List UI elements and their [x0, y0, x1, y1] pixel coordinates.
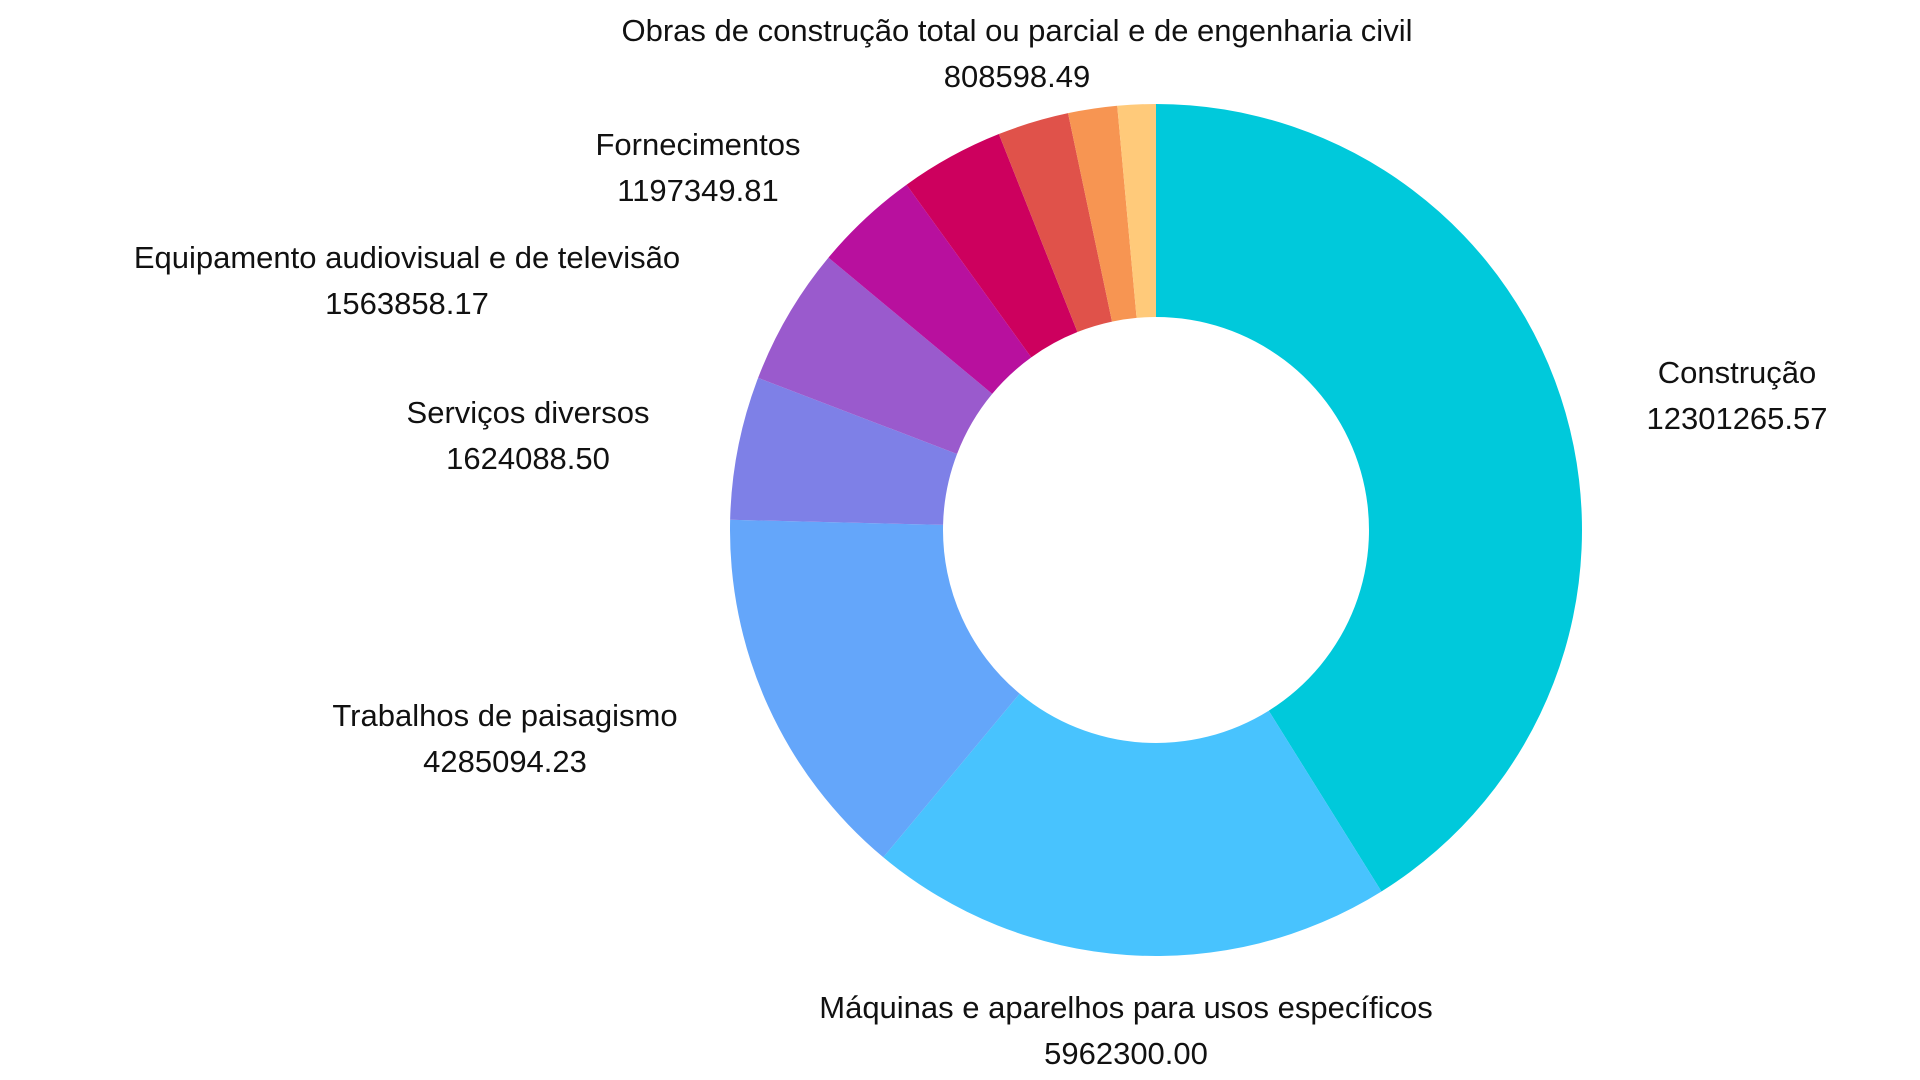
slice-value-trabalhos: 4285094.23 [423, 744, 587, 779]
slice-label-trabalhos: Trabalhos de paisagismo [332, 698, 677, 733]
slice-label-construcao: Construção [1658, 355, 1817, 390]
slices-group [730, 104, 1582, 956]
donut-slice-maquinas [883, 693, 1382, 956]
slice-label-maquinas: Máquinas e aparelhos para usos específic… [819, 990, 1432, 1025]
slice-label-obras: Obras de construção total ou parcial e d… [622, 13, 1413, 48]
donut-slice-obras [998, 113, 1113, 333]
slice-value-maquinas: 5962300.00 [1044, 1036, 1208, 1071]
labels-group: Construção 12301265.57 Máquinas e aparel… [134, 13, 1828, 1071]
slice-value-obras: 808598.49 [944, 59, 1091, 94]
slice-value-servicos: 1624088.50 [446, 441, 610, 476]
slice-label-equipamento: Equipamento audiovisual e de televisão [134, 240, 680, 275]
donut-slice-unlabeled-8 [1068, 105, 1137, 322]
donut-slice-unlabeled-6 [906, 134, 1078, 358]
donut-slice-fornecimentos [828, 184, 1032, 394]
donut-slice-construcao [1156, 104, 1582, 892]
slice-value-fornecimentos: 1197349.81 [617, 173, 778, 208]
slice-value-equipamento: 1563858.17 [325, 286, 489, 321]
donut-slice-unlabeled-9 [1117, 104, 1156, 318]
slice-value-construcao: 12301265.57 [1646, 401, 1827, 436]
slice-label-servicos: Serviços diversos [407, 395, 650, 430]
donut-slice-servicos [730, 377, 958, 525]
donut-slice-trabalhos [730, 519, 1020, 858]
donut-slice-equipamento [758, 257, 993, 454]
slice-label-fornecimentos: Fornecimentos [595, 127, 800, 162]
